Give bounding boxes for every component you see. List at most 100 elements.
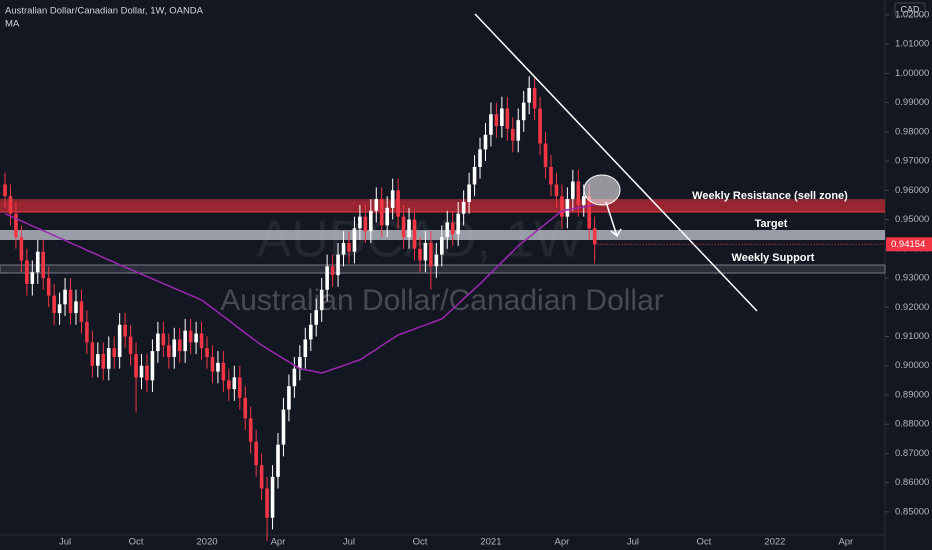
candle-body: [592, 228, 597, 245]
candle-body: [472, 166, 477, 185]
y-tick-label: 0.88000: [895, 419, 929, 430]
candle-body: [385, 207, 389, 226]
candle-body: [298, 356, 302, 369]
y-tick-label: 1.01000: [895, 39, 929, 50]
candle-body: [199, 333, 204, 349]
x-tick-label: Jul: [59, 537, 71, 548]
y-tick-label: 0.85000: [895, 506, 929, 517]
candle-body: [90, 342, 95, 366]
candle-body: [221, 362, 226, 381]
candle-body: [565, 199, 570, 217]
target-zone: [0, 230, 885, 240]
y-tick-label: 0.95000: [895, 214, 929, 225]
candle-body: [500, 108, 504, 127]
candle-body: [117, 324, 122, 357]
candle-body: [227, 380, 231, 390]
candle-body: [543, 143, 548, 167]
candle-body: [532, 87, 537, 109]
candle-body: [167, 345, 171, 357]
trendline: [474, 13, 758, 312]
y-tick-label: 0.97000: [895, 156, 929, 167]
candle-body: [379, 199, 384, 226]
candle-body: [450, 222, 455, 235]
candle-body: [161, 333, 166, 346]
support-zone: [0, 264, 886, 274]
candle-body: [259, 465, 264, 489]
candle-body: [248, 418, 253, 442]
candle-body: [352, 228, 357, 252]
x-tick-label: Apr: [271, 537, 286, 548]
candle-body: [57, 304, 62, 314]
candle-body: [412, 219, 417, 249]
candle-body: [587, 196, 592, 229]
candle-body: [287, 386, 291, 410]
arrow: [605, 201, 622, 238]
y-tick-label: 1.00000: [895, 68, 929, 79]
candle-body: [128, 336, 133, 355]
candle-body: [112, 348, 116, 357]
candle-body: [265, 488, 269, 518]
candle-body: [41, 251, 46, 279]
candle-body: [123, 324, 127, 337]
candle-body: [521, 102, 526, 121]
candle-body: [319, 289, 324, 311]
watermark-name: Australian Dollar/Canadian Dollar: [220, 284, 664, 317]
header-title: Australian Dollar/Canadian Dollar, 1W, O…: [5, 6, 204, 17]
candle-body: [418, 248, 422, 261]
y-tick-label: 0.91000: [895, 331, 929, 342]
candle-body: [516, 120, 521, 141]
candle-body: [434, 254, 439, 267]
currency: CAD: [900, 4, 920, 14]
candle-body: [560, 196, 564, 217]
candle-body: [232, 377, 237, 390]
candle-body: [554, 184, 559, 197]
highlight: [583, 174, 621, 206]
candle-body: [106, 348, 111, 369]
candle-body: [210, 356, 215, 372]
x-tick-label: Jul: [343, 537, 355, 548]
candle-body: [188, 330, 193, 343]
candle-body: [68, 289, 73, 314]
candle-body: [101, 354, 106, 369]
candle-body: [325, 266, 329, 290]
candle-body: [308, 324, 313, 340]
candle-body: [390, 190, 395, 208]
candle-body: [216, 362, 220, 372]
candle-body: [85, 321, 89, 343]
x-tick-label: 2021: [480, 537, 501, 548]
candle-body: [363, 216, 368, 232]
x-tick-label: Oct: [413, 537, 428, 548]
candle-body: [576, 181, 581, 205]
candle-body: [505, 108, 510, 129]
candle-body: [254, 441, 258, 466]
last-price-label: 0.94154: [891, 239, 925, 250]
y-tick-label: 0.92000: [895, 302, 929, 313]
x-tick-label: 2022: [764, 537, 785, 548]
candle-body: [445, 222, 450, 238]
candle-body: [35, 251, 40, 273]
candle-body: [347, 242, 351, 252]
candle-body: [571, 181, 575, 200]
y-tick-label: 0.98000: [895, 126, 929, 137]
candle-body: [281, 409, 286, 445]
x-tick-label: Apr: [555, 537, 570, 548]
x-tick-label: Oct: [129, 537, 144, 548]
candle-body: [429, 242, 433, 267]
last-price-box: [886, 237, 932, 252]
y-tick-label: 0.87000: [895, 448, 929, 459]
candle-body: [205, 348, 209, 357]
candle-body: [172, 339, 177, 357]
candle-body: [581, 196, 586, 205]
candle-body: [150, 351, 155, 381]
candle-body: [303, 339, 308, 357]
candle-body: [396, 190, 400, 217]
candle-body: [270, 476, 275, 518]
candle-body: [489, 114, 493, 135]
candle-body: [478, 149, 482, 167]
candle-body: [549, 166, 553, 185]
legend-ma: MA: [5, 19, 20, 30]
candle-body: [314, 310, 319, 325]
candle-body: [14, 213, 18, 238]
candle-body: [52, 295, 56, 314]
